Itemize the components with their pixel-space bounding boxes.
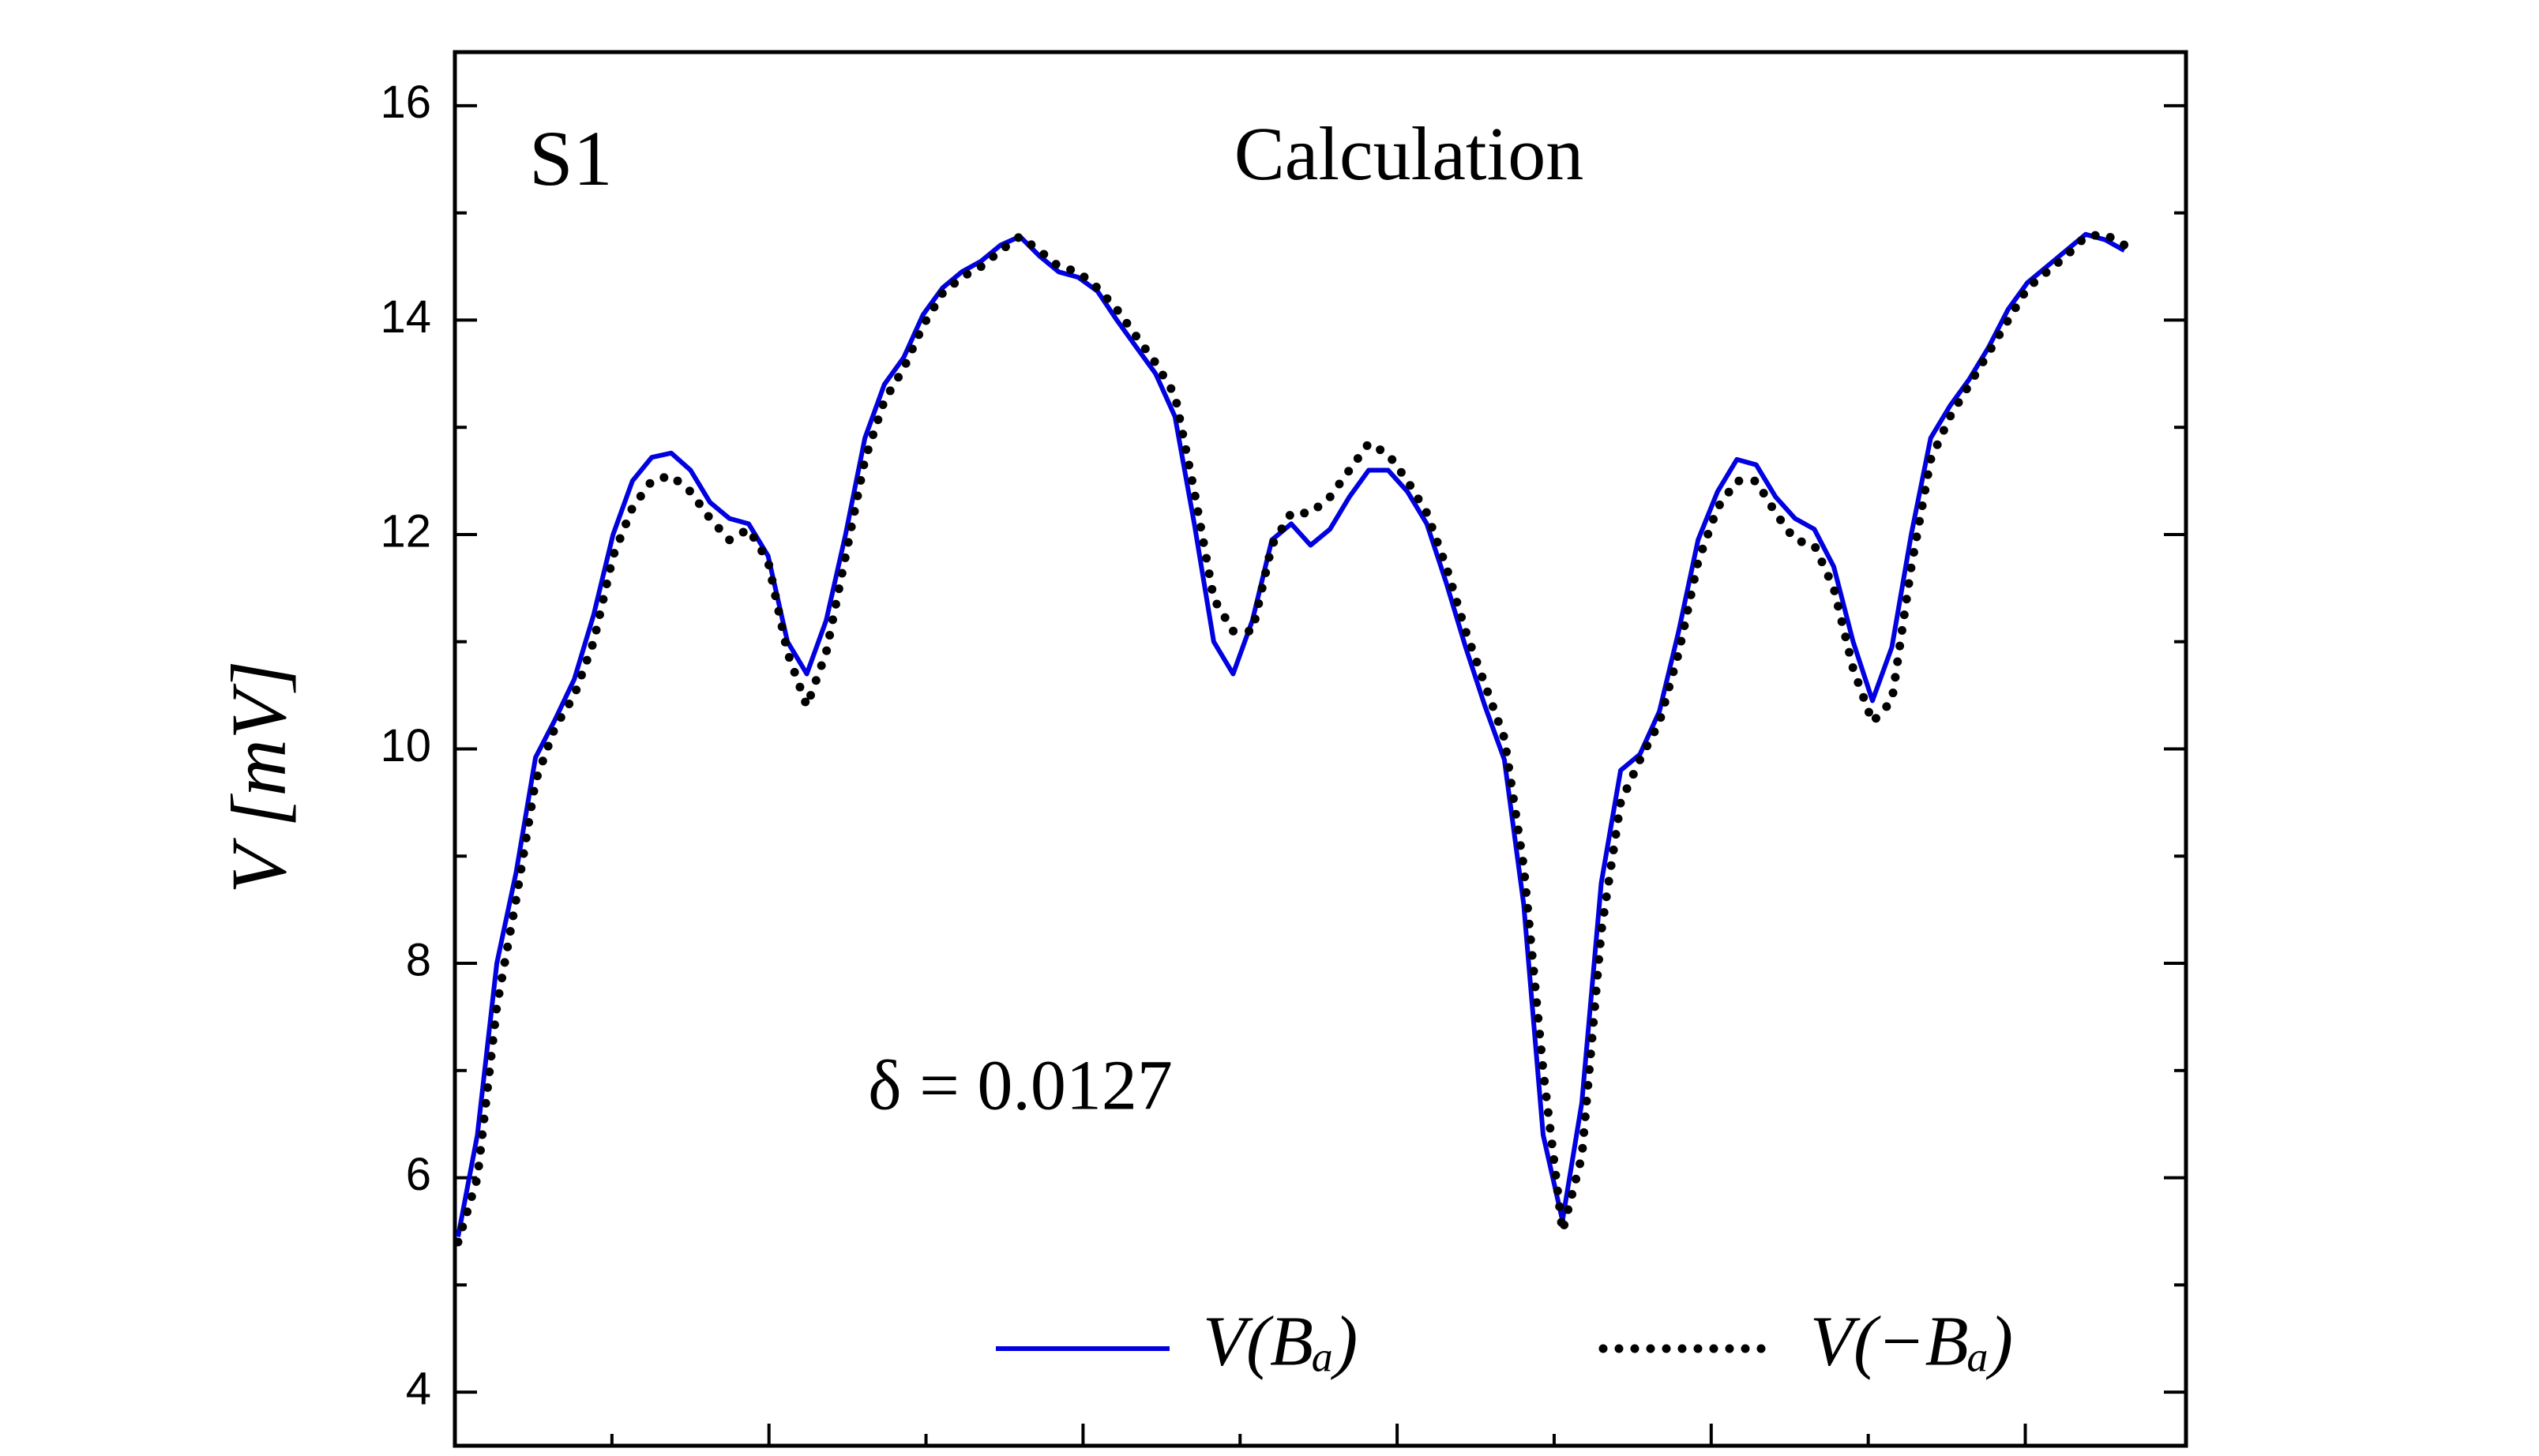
y-axis-label: V [mV] [215, 660, 302, 893]
y-tick-label: 6 [406, 1149, 431, 1200]
data-line [456, 231, 2126, 1237]
y-tick-label: 14 [380, 291, 431, 343]
y-tick-label: 16 [380, 77, 431, 128]
y-tick-label: 4 [406, 1363, 431, 1414]
y-tick-label: 8 [406, 934, 431, 985]
annotation: δ = 0.0127 [868, 1047, 1173, 1125]
y-tick-label: 12 [380, 505, 431, 557]
plot-frame [453, 50, 2188, 1448]
y-tick-label: 10 [380, 720, 431, 771]
annotation: S1 [529, 114, 613, 202]
legend-label: V(−Bₐ) [1810, 1303, 2013, 1381]
legend-label: V(Bₐ) [1203, 1303, 1358, 1381]
annotation: Calculation [1234, 111, 1584, 196]
data-line [453, 230, 2129, 1247]
